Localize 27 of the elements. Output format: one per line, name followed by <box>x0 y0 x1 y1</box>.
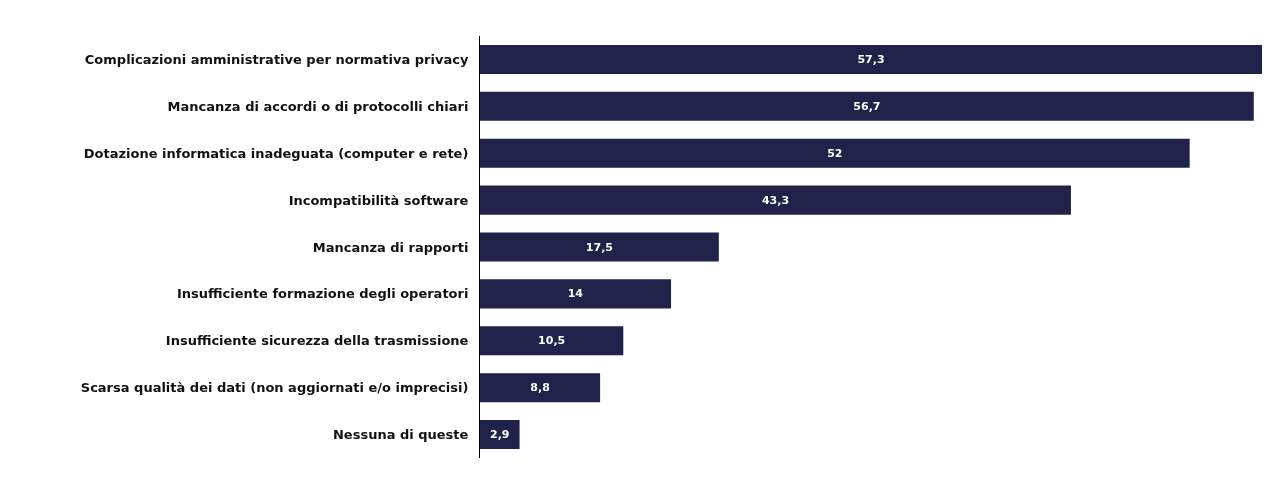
bar <box>480 373 601 403</box>
bar <box>480 420 520 450</box>
y-tick-label: Scarsa qualità dei dati (non aggiornati e/o imprecisi) <box>80 380 469 396</box>
bar <box>480 326 624 356</box>
data-label: 17,5 <box>585 240 613 254</box>
y-tick-label: Nessuna di queste <box>332 427 469 443</box>
data-label: 14 <box>567 287 584 301</box>
y-tick-label: Incompatibilità software <box>288 192 469 208</box>
data-label: 52 <box>827 146 843 160</box>
y-tick-label: Complicazioni amministrative per normativa privacy <box>84 51 469 67</box>
data-label: 10,5 <box>538 334 566 348</box>
data-label: 43,3 <box>761 193 790 207</box>
y-tick-label: Dotazione informatica inadeguata (computer e rete) <box>83 145 469 161</box>
y-tick-label: Insufficiente formazione degli operatori <box>177 286 469 302</box>
bar <box>480 279 672 309</box>
bar <box>480 91 1254 121</box>
data-label: 2,9 <box>490 428 510 442</box>
data-label: 57,3 <box>857 52 885 66</box>
y-tick-label: Mancanza di rapporti <box>312 239 469 255</box>
data-label: 56,7 <box>853 99 881 113</box>
bar <box>480 138 1190 168</box>
data-label: 8,8 <box>530 381 550 395</box>
y-tick-label: Insufficiente sicurezza della trasmissione <box>165 333 469 349</box>
bar <box>480 44 1262 74</box>
bar <box>480 232 719 262</box>
bar <box>480 185 1071 215</box>
y-tick-label: Mancanza di accordi o di protocolli chiari <box>167 98 469 114</box>
